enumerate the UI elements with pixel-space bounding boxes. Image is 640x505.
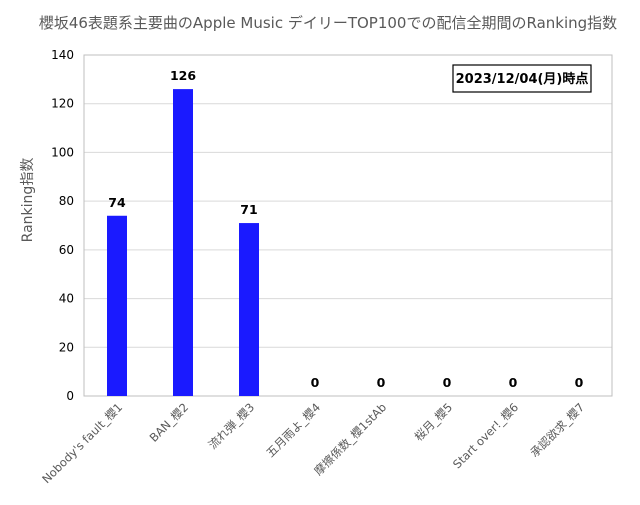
x-tick-label: 承認欲求_櫻7 [527,400,587,460]
y-tick-label: 40 [59,292,74,306]
x-tick-label: 摩擦係数_櫻1stAb [311,400,389,478]
data-label: 0 [443,375,452,390]
chart-title: 櫻坂46表題系主要曲のApple Music デイリーTOP100での配信全期間… [39,14,617,32]
data-labels: 74 126 71 0 0 0 0 0 [108,68,583,390]
y-tick-label: 140 [51,48,74,62]
y-tick-label: 0 [66,389,74,403]
x-tick-label: Start over!_櫻6 [450,400,521,471]
data-label: 71 [240,202,257,217]
y-tick-label: 20 [59,340,74,354]
x-tick-labels: Nobody's fault_櫻1 BAN_櫻2 流れ弾_櫻3 五月雨よ_櫻4摩擦係数… [39,400,587,486]
y-tick-label: 100 [51,145,74,159]
data-label: 0 [311,375,320,390]
bar [239,223,259,396]
y-tick-label: 120 [51,97,74,111]
annotation-box [452,64,592,93]
bar [173,89,193,396]
plot-area [83,54,613,397]
x-tick-label: Nobody's fault_櫻1 [39,400,125,486]
x-tick-label: 桜月_櫻5 [412,400,456,444]
x-tick-label: 流れ弾_櫻3 [205,400,257,452]
data-label: 0 [509,375,518,390]
annotation-text: 2023/12/04(月)時点 [456,71,589,87]
gridlines [84,103,612,348]
bar [107,215,127,396]
y-axis-label: Ranking指数 [20,158,36,243]
y-tick-labels: 0 20 40 60 80 100 120 140 [51,48,74,403]
data-label: 74 [108,195,126,210]
y-tick-label: 80 [59,194,74,208]
data-label: 126 [170,68,196,83]
data-label: 0 [377,375,386,390]
x-tick-label: BAN_櫻2 [147,400,192,445]
data-label: 0 [575,375,584,390]
y-tick-label: 60 [59,243,74,257]
date-annotation: 2023/12/04(月)時点 [452,64,592,93]
x-tick-label: 五月雨よ_櫻4 [263,400,323,460]
bars [107,89,259,396]
